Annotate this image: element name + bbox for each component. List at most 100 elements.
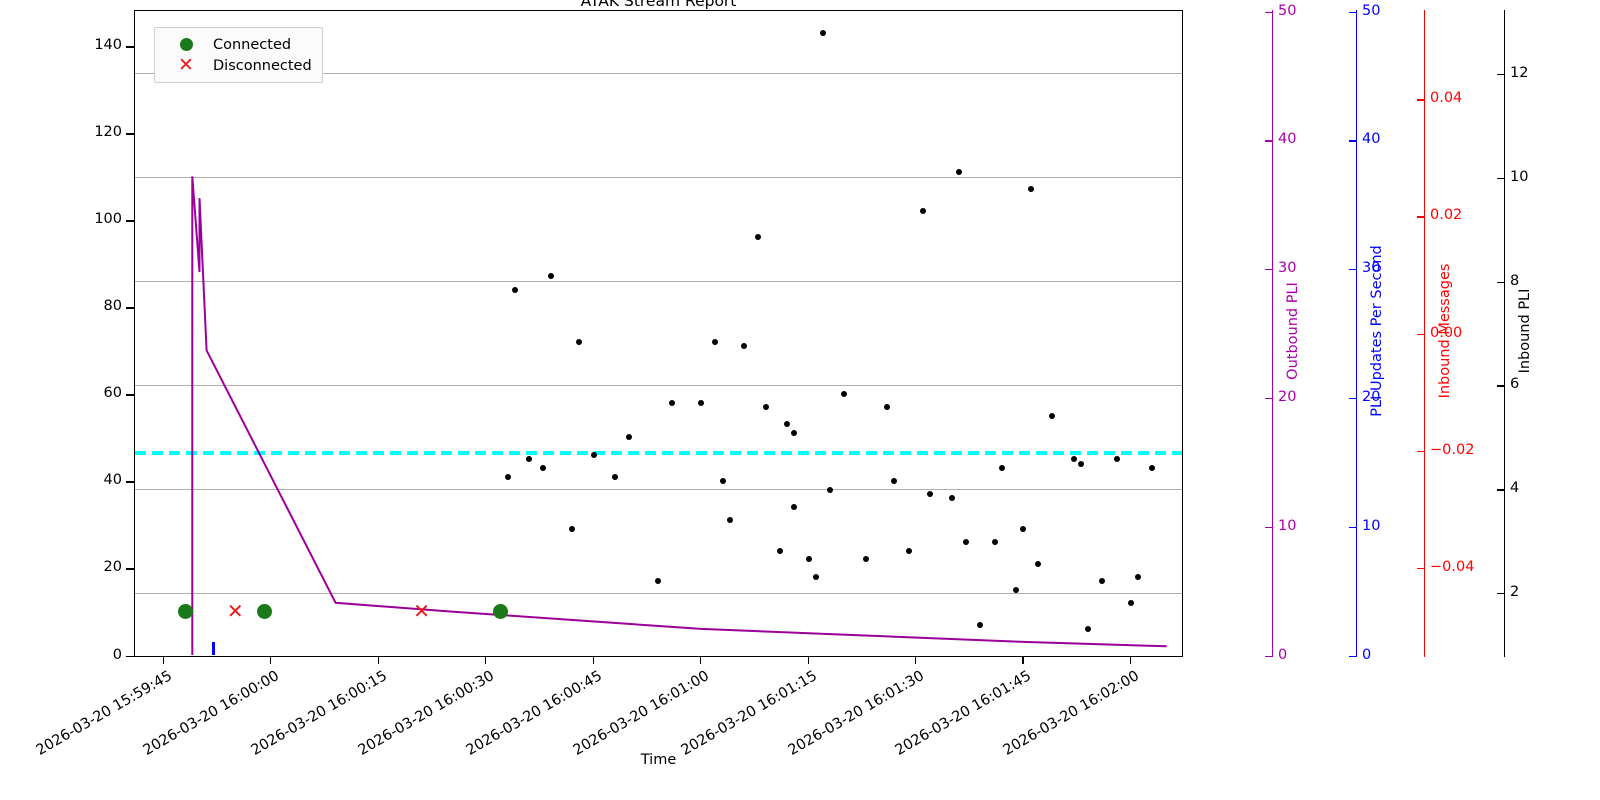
scatter-point (812, 573, 819, 580)
gridline (135, 592, 1182, 594)
scatter-point (741, 343, 747, 350)
axis-tick-label: 4 (1510, 480, 1520, 497)
axis-title-inbound-messages: Inbound Messages (1437, 263, 1453, 399)
axis-tick-label: 40 (1362, 131, 1381, 148)
scatter-point (669, 399, 676, 406)
scatter-point (1020, 525, 1027, 532)
scatter-point (826, 486, 833, 493)
scatter-point (655, 578, 661, 584)
axis-tick (1497, 177, 1504, 179)
scatter-point (955, 169, 962, 175)
scatter-point (626, 434, 633, 441)
scatter-point (1049, 412, 1055, 419)
axis-tick-label: 40 (1278, 131, 1297, 148)
scatter-point (719, 477, 726, 484)
scatter-point (1099, 578, 1106, 584)
connected-event-marker (492, 604, 508, 619)
scatter-point (1034, 560, 1041, 567)
scatter-point (1070, 456, 1077, 463)
axis-tick (1349, 140, 1356, 142)
connected-event-marker (177, 604, 193, 619)
y-axis-tick (126, 481, 134, 483)
y-axis-tick (126, 46, 134, 48)
disconnected-event-marker: ✕ (226, 599, 244, 623)
axis-tick-label: 30 (1278, 260, 1297, 277)
axis-tick (1417, 567, 1424, 569)
axis-tick (1349, 655, 1356, 657)
axis-tick (1349, 397, 1356, 400)
scatter-point (948, 495, 955, 502)
legend-item-connected[interactable]: Connected (163, 34, 312, 55)
scatter-point (540, 464, 547, 471)
axis-spine-inbound-pli (1504, 10, 1506, 657)
x-axis-tick (914, 657, 917, 664)
scatter-point (791, 504, 798, 511)
y-axis-tick-label: 20 (103, 559, 122, 576)
x-axis-tick (270, 657, 272, 664)
scatter-point (1027, 186, 1034, 193)
scatter-point (590, 451, 597, 458)
y-axis-tick (126, 133, 134, 135)
y-axis-tick (126, 307, 134, 309)
axis-tick-label: 10 (1510, 168, 1529, 185)
scatter-point (1127, 599, 1134, 606)
scatter-point (547, 273, 554, 280)
axis-tick (1497, 593, 1504, 595)
scatter-point (841, 390, 848, 397)
scatter-point (784, 421, 790, 428)
axis-tick-label: 20 (1278, 388, 1297, 405)
axis-title-outbound-pli: Outbound PLI (1285, 282, 1301, 380)
axis-tick (1349, 526, 1356, 528)
axis-tick-label: −0.04 (1430, 558, 1475, 575)
scatter-point (612, 473, 618, 480)
scatter-point (576, 338, 583, 345)
y-axis-tick (126, 655, 134, 657)
scatter-point (805, 556, 812, 563)
gridline (135, 73, 1182, 75)
axis-tick-label: 0 (1362, 646, 1372, 663)
axis-tick (1349, 11, 1356, 13)
legend-item-disconnected[interactable]: ✕ Disconnected (163, 55, 312, 76)
axis-tick (1265, 526, 1272, 528)
axis-tick (1417, 450, 1424, 452)
axis-tick-label: 8 (1510, 272, 1520, 289)
scatter-point (776, 547, 783, 554)
y-axis-tick (126, 568, 134, 570)
axis-tick (1265, 269, 1272, 271)
axis-tick (1417, 333, 1424, 335)
y-axis-tick-label: 40 (103, 472, 122, 489)
x-axis-tick (485, 657, 487, 664)
y-axis-tick-label: 80 (103, 298, 122, 315)
axis-tick-label: 10 (1278, 517, 1297, 534)
axis-tick (1265, 655, 1272, 657)
scatter-point (1084, 625, 1091, 632)
axis-tick-label: −0.02 (1430, 441, 1475, 458)
axis-tick-label: 2 (1510, 584, 1520, 601)
scatter-point (526, 456, 532, 463)
scatter-point (1077, 460, 1084, 467)
scatter-point (791, 430, 798, 437)
axis-title-inbound-pli: Inbound PLI (1517, 288, 1533, 374)
outbound-pli-path (191, 176, 1167, 655)
x-axis-label: Time (640, 752, 677, 768)
scatter-point (862, 556, 869, 563)
connected-marker-icon (163, 34, 209, 55)
scatter-point (1135, 573, 1141, 580)
axis-tick-label: 0 (1278, 646, 1288, 663)
scatter-point (920, 208, 927, 215)
axis-tick-label: 12 (1510, 64, 1529, 81)
legend[interactable]: Connected ✕ Disconnected (154, 27, 323, 83)
y-axis-tick-label: 60 (103, 385, 122, 402)
axis-tick-label: 6 (1510, 376, 1520, 393)
axis-tick-label: 10 (1362, 517, 1381, 534)
gridline (135, 281, 1182, 283)
gridline (135, 488, 1182, 490)
axis-spine-pli-updates-per-second (1356, 10, 1358, 657)
scatter-point (884, 404, 891, 410)
plot-area: ✕ ✕ Connected ✕ Disconnected (134, 10, 1183, 657)
x-axis-tick (592, 657, 594, 664)
scatter-point (569, 525, 575, 532)
axis-tick-label: 50 (1362, 2, 1381, 19)
threshold-line (135, 450, 1182, 455)
x-axis-tick (1022, 657, 1024, 664)
